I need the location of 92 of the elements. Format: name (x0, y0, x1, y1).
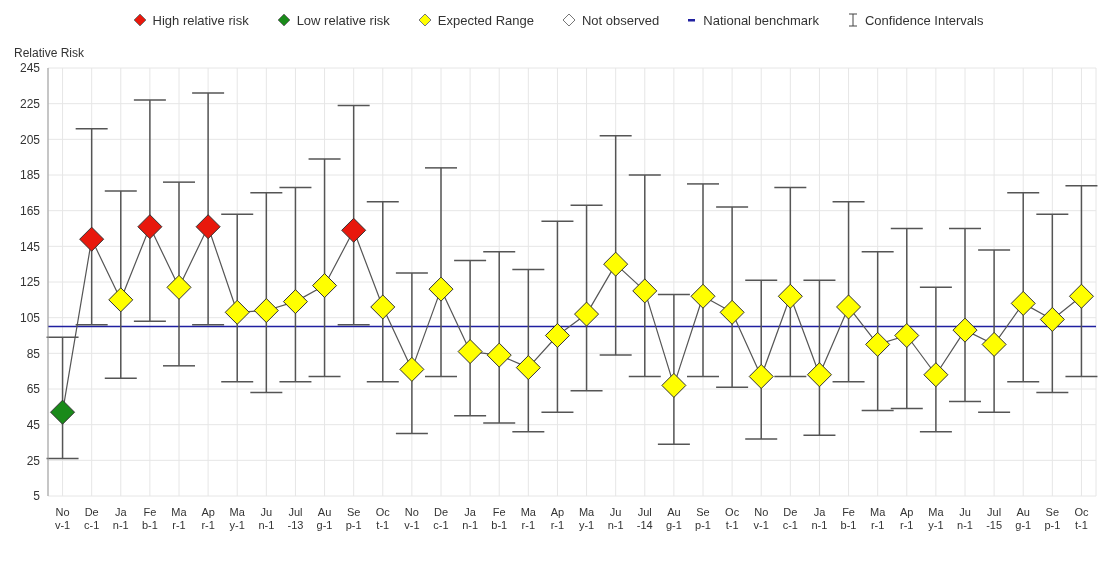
point (719, 299, 745, 325)
y-tick-label: 185 (19, 168, 41, 183)
y-tick-label: 165 (19, 203, 41, 218)
point (457, 339, 483, 365)
legend-label: Not observed (581, 12, 660, 28)
x-tick-label: Aug-1 (1015, 506, 1032, 531)
point (748, 364, 774, 390)
y-tick-label: 25 (26, 453, 41, 468)
y-tick-label: 45 (26, 417, 41, 432)
point (282, 289, 308, 315)
point (486, 342, 512, 368)
point (923, 362, 949, 388)
x-tick-label: May-1 (928, 506, 945, 531)
x-tick-label: May-1 (578, 506, 596, 531)
point (632, 278, 658, 304)
x-tick-label: Feb-1 (141, 506, 158, 531)
point (253, 298, 279, 324)
legend-label: Expected Range (437, 12, 534, 28)
x-tick-label: Nov-1 (54, 506, 71, 531)
x-tick-label: Aug-1 (665, 506, 682, 531)
x-tick-label: Mar-1 (520, 506, 537, 531)
x-tick-label: Jan-1 (811, 506, 828, 531)
point (515, 355, 541, 381)
x-tick-label: Feb-1 (840, 506, 857, 531)
y-tick-label: 225 (19, 96, 41, 111)
point (1039, 306, 1065, 332)
point (108, 287, 134, 313)
point (603, 251, 629, 277)
x-tick-label: Jan-1 (462, 506, 479, 531)
x-tick-label: Dec-1 (782, 506, 798, 531)
point (370, 294, 396, 320)
y-tick-label: 125 (19, 275, 41, 290)
x-tick-label: Mar-1 (171, 506, 188, 531)
x-tick-label: Oct-1 (725, 506, 740, 531)
x-tick-label: Jul-14 (636, 506, 653, 531)
x-tick-label: Mar-1 (870, 506, 887, 531)
y-tick-label: 105 (19, 310, 41, 325)
x-tick-label: Dec-1 (433, 506, 449, 531)
y-tick-label: 5 (33, 489, 41, 504)
x-tick-label: Sep-1 (345, 506, 362, 531)
point (544, 323, 570, 348)
x-tick-label: Feb-1 (491, 506, 508, 531)
x-tick-label: Nov-1 (753, 506, 769, 531)
x-tick-label: Aug-1 (316, 506, 333, 531)
point (195, 214, 221, 240)
legend-label: Low relative risk (296, 12, 390, 28)
text: Confidence Intervals (864, 12, 984, 28)
point (574, 301, 600, 327)
y-tick-label: 145 (19, 239, 41, 254)
x-tick-label: Jul-15 (986, 506, 1003, 531)
x-tick-label: Nov-1 (404, 506, 420, 531)
point (1010, 290, 1036, 316)
x-tick-label: Oct-1 (375, 506, 391, 531)
point (690, 283, 716, 309)
point (952, 317, 978, 343)
y-tick-label: 205 (19, 132, 41, 147)
point (341, 217, 367, 243)
legend-label: National benchmark (703, 12, 819, 28)
x-tick-label: Jun-1 (607, 506, 624, 531)
point (894, 323, 920, 348)
x-tick-label: Sep-1 (695, 506, 711, 531)
x-tick-label: Apr-1 (900, 506, 914, 531)
x-tick-label: Apr-1 (201, 506, 215, 531)
point (79, 226, 105, 252)
point (1068, 283, 1094, 309)
point (981, 331, 1007, 357)
y-axis-title: Relative Risk (14, 46, 86, 60)
x-tick-label: Jan-1 (112, 506, 129, 531)
point (224, 299, 250, 325)
x-tick-label: May-1 (229, 506, 246, 531)
point (312, 273, 338, 299)
x-tick-label: Jul-13 (287, 506, 304, 531)
y-tick-label: 245 (19, 61, 41, 76)
point (777, 283, 803, 309)
point (50, 399, 76, 425)
point (428, 276, 454, 302)
point (836, 294, 862, 320)
point (865, 331, 891, 357)
point (661, 372, 687, 398)
x-tick-label: Apr-1 (550, 506, 565, 531)
y-tick-label: 65 (26, 382, 41, 397)
point (137, 214, 163, 240)
point (806, 362, 832, 388)
x-tick-label: Jun-1 (957, 506, 973, 531)
legend-label: High relative risk (152, 12, 249, 28)
y-tick-label: 85 (26, 346, 41, 361)
point (166, 274, 192, 300)
x-tick-label: Jun-1 (258, 506, 275, 531)
x-tick-label: Oct-1 (1074, 506, 1089, 531)
x-tick-label: Sep-1 (1044, 506, 1061, 531)
x-tick-label: Dec-1 (84, 506, 100, 531)
point (399, 356, 425, 382)
